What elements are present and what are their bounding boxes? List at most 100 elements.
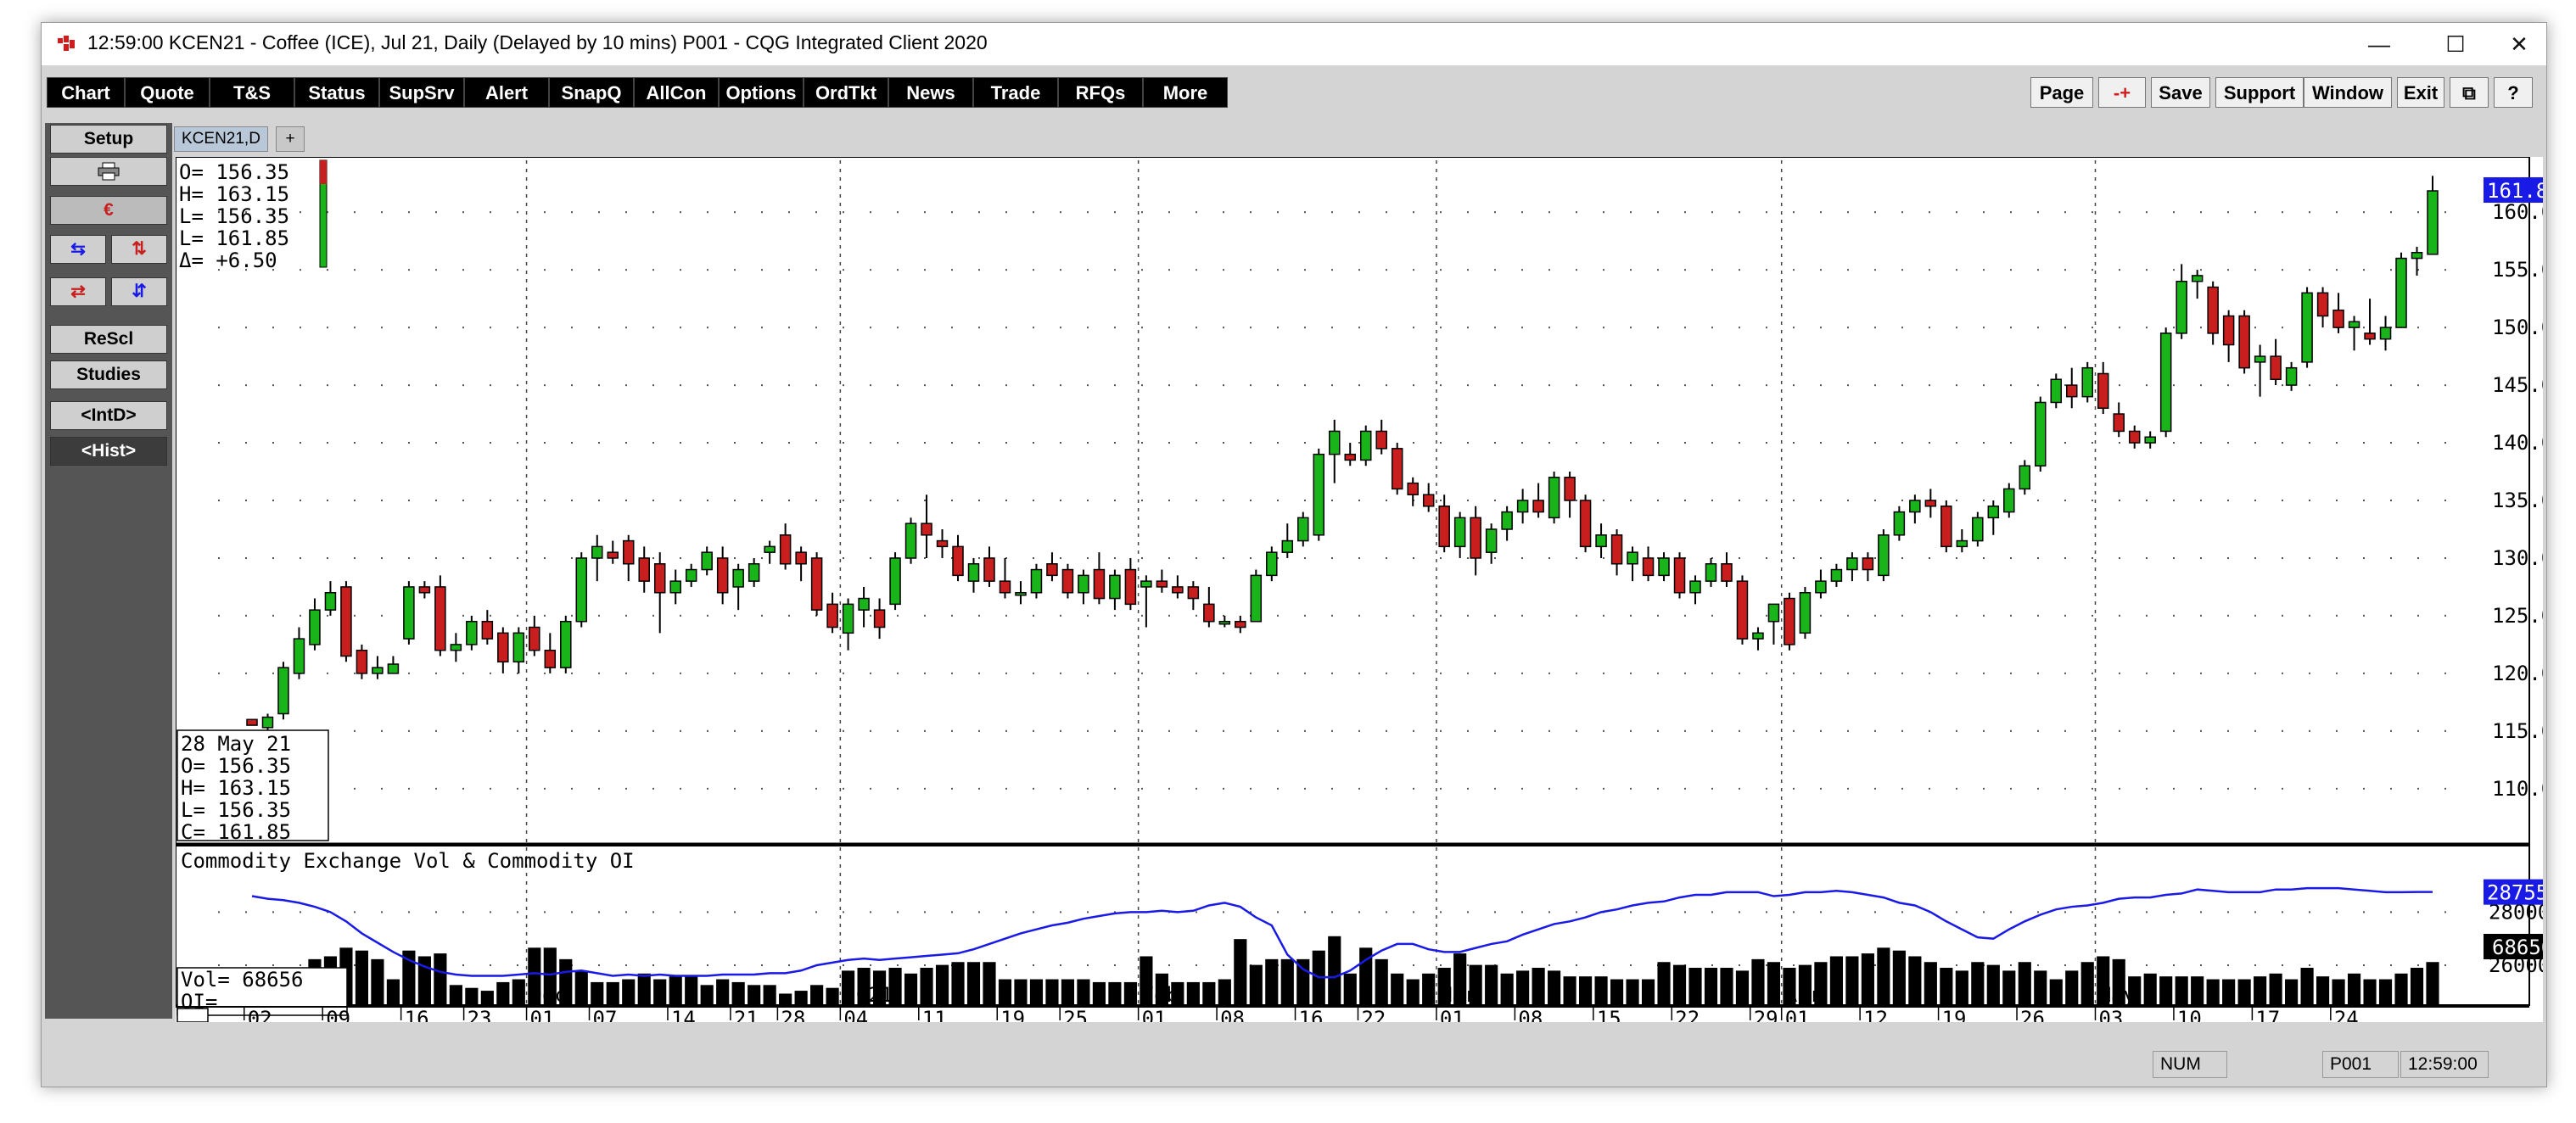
price-tick-label: 110.00 — [2492, 777, 2543, 801]
print-button[interactable] — [50, 157, 167, 186]
candle-up-body — [1815, 580, 1827, 594]
export-button[interactable]: € — [50, 196, 167, 225]
toolbar-ordtkt-button[interactable]: OrdTkt — [804, 77, 888, 108]
volume-bar — [1485, 964, 1498, 1005]
price-tick-label: 130.00 — [2492, 546, 2543, 570]
candle — [1893, 506, 1906, 541]
candle-down-body — [795, 551, 807, 565]
volume-bar — [1908, 956, 1922, 1005]
toolbar-news-button[interactable]: News — [888, 77, 973, 108]
candle — [1784, 592, 1795, 651]
toolbar-rfqs-button[interactable]: RFQs — [1058, 77, 1143, 108]
candle — [1516, 489, 1529, 524]
study-title: Commodity Exchange Vol & Commodity OI — [181, 849, 635, 873]
compress-y-button[interactable]: ⇵ — [111, 277, 167, 306]
candle — [1736, 575, 1749, 645]
candle-up-body — [1909, 500, 1921, 513]
volume-bar — [1500, 973, 1514, 1005]
candle — [826, 592, 838, 634]
candle — [1830, 563, 1843, 587]
candle — [873, 598, 886, 640]
volume-bar — [2347, 973, 2361, 1005]
volume-bar — [2363, 979, 2377, 1005]
scroll-up-down-button[interactable]: ⇅ — [111, 235, 167, 264]
candle — [1658, 552, 1670, 582]
intraday-button[interactable]: <IntD> — [50, 401, 167, 430]
candle-down-body — [2128, 430, 2141, 444]
x-tick-label: 19 — [1942, 1007, 1967, 1022]
candle-up-body — [324, 591, 337, 611]
volume-bar — [2159, 976, 2173, 1005]
exit-button[interactable]: Exit — [2397, 77, 2444, 108]
save-button[interactable]: Save — [2151, 77, 2210, 108]
candle-up-body — [764, 545, 776, 553]
toolbar-options-button[interactable]: Options — [719, 77, 804, 108]
ohlc-box-line: L= 156.35 — [181, 798, 291, 822]
volume-bar — [1688, 968, 1702, 1005]
volume-bar — [606, 981, 619, 1005]
candle — [1329, 419, 1341, 483]
volume-bar — [826, 987, 839, 1005]
month-label: Apr — [1785, 983, 1822, 1007]
volume-bar — [622, 979, 636, 1005]
candle — [1595, 523, 1607, 558]
window-menu-button[interactable]: Window — [2304, 77, 2392, 108]
candle-up-body — [904, 522, 917, 559]
candle — [1124, 557, 1137, 611]
toolbar-ts-button[interactable]: T&S — [210, 77, 294, 108]
help-button[interactable]: ? — [2494, 77, 2533, 108]
candle — [1407, 477, 1419, 506]
close-button[interactable]: ✕ — [2510, 31, 2528, 57]
toolbar-status-button[interactable]: Status — [294, 77, 379, 108]
rescale-button[interactable]: ReScl — [50, 325, 167, 354]
add-tab-button[interactable]: + — [276, 126, 305, 152]
candle-up-body — [575, 557, 588, 623]
scroll-left-right-button[interactable]: ⇆ — [50, 235, 106, 264]
toolbar-snapq-button[interactable]: SnapQ — [549, 77, 634, 108]
maximize-button[interactable]: ☐ — [2445, 31, 2466, 57]
candle-down-body — [936, 539, 949, 548]
tab-kcen21[interactable]: KCEN21,D — [174, 126, 268, 152]
zoom-plus-minus-button[interactable]: -+ — [2098, 77, 2146, 108]
restore-window-icon[interactable]: ⧉ — [2450, 77, 2489, 108]
candle — [2207, 281, 2219, 345]
candle — [1940, 500, 1952, 553]
candle — [356, 644, 368, 679]
candle-up-body — [372, 667, 384, 674]
setup-button[interactable]: Setup — [50, 125, 167, 154]
x-tick-label: 15 — [1597, 1007, 1621, 1022]
candle — [2364, 299, 2376, 345]
toolbar-chart-button[interactable]: Chart — [47, 77, 125, 108]
toolbar-alert-button[interactable]: Alert — [464, 77, 549, 108]
toolbar-more-button[interactable]: More — [1143, 77, 1228, 108]
candle-down-body — [607, 551, 619, 559]
support-button[interactable]: Support — [2215, 77, 2304, 108]
price-tick-label: 115.00 — [2492, 719, 2543, 743]
volume-bar — [983, 962, 996, 1005]
price-chart[interactable]: 110.00 115.00 120.00 125.00 130.00 135.00 140.… — [175, 156, 2566, 1031]
minimize-button[interactable]: — — [2368, 31, 2390, 57]
toolbar-supsrv-button[interactable]: SupSrv — [379, 77, 464, 108]
toolbar-trade-button[interactable]: Trade — [973, 77, 1058, 108]
volume-bar — [1045, 979, 1059, 1005]
studies-button[interactable]: Studies — [50, 360, 167, 389]
candle-up-body — [701, 551, 713, 571]
candle — [2427, 176, 2439, 255]
price-tick-label: 150.00 — [2492, 316, 2543, 339]
toolbar-allcon-button[interactable]: AllCon — [634, 77, 719, 108]
volume-bar — [574, 970, 588, 1005]
candle-down-body — [1924, 500, 1937, 507]
candle — [2128, 425, 2141, 449]
candle — [434, 575, 446, 656]
volume-bar — [402, 950, 416, 1005]
candle — [2019, 460, 2031, 495]
volume-bar — [1092, 981, 1106, 1005]
historical-button[interactable]: <Hist> — [50, 437, 167, 466]
chart-container[interactable]: 110.00 115.00 120.00 125.00 130.00 135.00 140.… — [175, 156, 2566, 1031]
compress-x-button[interactable]: ⇄ — [50, 277, 106, 306]
candle — [512, 627, 525, 673]
volume-bar — [1657, 962, 1671, 1005]
page-button[interactable]: Page — [2030, 77, 2093, 108]
toolbar-quote-button[interactable]: Quote — [125, 77, 210, 108]
candle-down-body — [1407, 482, 1419, 495]
